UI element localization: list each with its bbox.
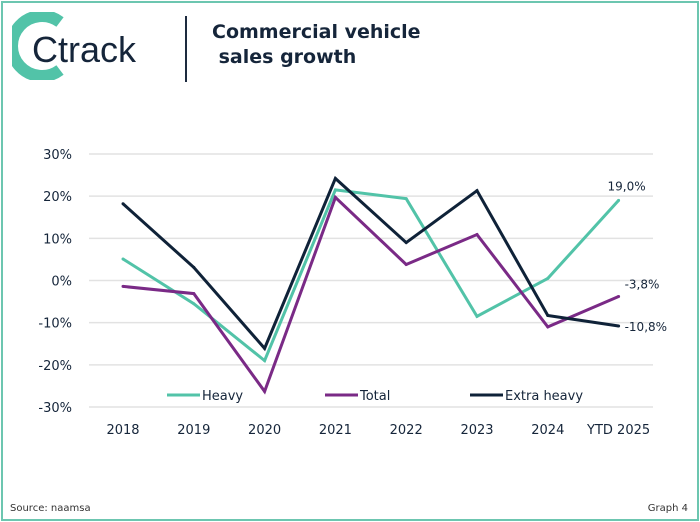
y-tick-label: 10%: [43, 232, 72, 247]
data-point: [546, 313, 550, 317]
graph-number: Graph 4: [647, 503, 688, 514]
data-point: [333, 188, 337, 192]
data-point: [263, 346, 267, 350]
data-point: [263, 389, 267, 393]
legend-label: Total: [359, 389, 390, 404]
x-tick-label: YTD 2025: [586, 423, 650, 438]
data-point: [617, 198, 621, 202]
x-tick-label: 2023: [460, 423, 493, 438]
chart-title: Commercial vehicle sales growth: [212, 21, 421, 68]
data-point: [121, 284, 125, 288]
data-point: [404, 197, 408, 201]
data-point: [546, 276, 550, 280]
data-point: [192, 302, 196, 306]
legend-label: Extra heavy: [505, 389, 583, 404]
data-point: [475, 189, 479, 193]
data-point: [404, 241, 408, 245]
legend-label: Heavy: [202, 389, 243, 404]
logo-ring-icon: [12, 12, 64, 80]
data-point: [404, 262, 408, 266]
svg-text:Ctrack: Ctrack: [32, 29, 137, 70]
data-point: [475, 233, 479, 237]
data-point: [617, 295, 621, 299]
y-tick-label: -30%: [38, 401, 72, 416]
ctrack-logo: Ctrack: [12, 12, 137, 80]
header-divider: [185, 16, 187, 82]
y-tick-label: -10%: [38, 317, 72, 332]
data-point: [546, 325, 550, 329]
data-point: [617, 324, 621, 328]
y-tick-label: 30%: [43, 148, 72, 163]
data-point: [192, 292, 196, 296]
source-note: Source: naamsa: [10, 503, 91, 514]
x-tick-label: 2018: [106, 423, 139, 438]
data-point: [333, 176, 337, 180]
x-tick-label: 2024: [531, 423, 564, 438]
end-value-label: -10,8%: [625, 320, 667, 334]
x-tick-label: 2021: [319, 423, 352, 438]
data-point: [475, 314, 479, 318]
y-tick-label: -20%: [38, 359, 72, 374]
y-tick-label: 0%: [51, 275, 72, 290]
y-tick-label: 20%: [43, 190, 72, 205]
series-line-heavy: [122, 188, 620, 364]
data-point: [192, 265, 196, 269]
data-point: [121, 202, 125, 206]
series-line-total: [122, 194, 620, 395]
x-tick-label: 2022: [390, 423, 423, 438]
end-value-label: 19,0%: [608, 179, 646, 193]
end-value-label: -3,8%: [625, 278, 660, 292]
x-tick-label: 2019: [177, 423, 210, 438]
data-point: [263, 359, 267, 363]
data-point: [333, 195, 337, 199]
x-tick-label: 2020: [248, 423, 281, 438]
series-line-extra-heavy: [121, 175, 619, 352]
data-point: [121, 257, 125, 261]
